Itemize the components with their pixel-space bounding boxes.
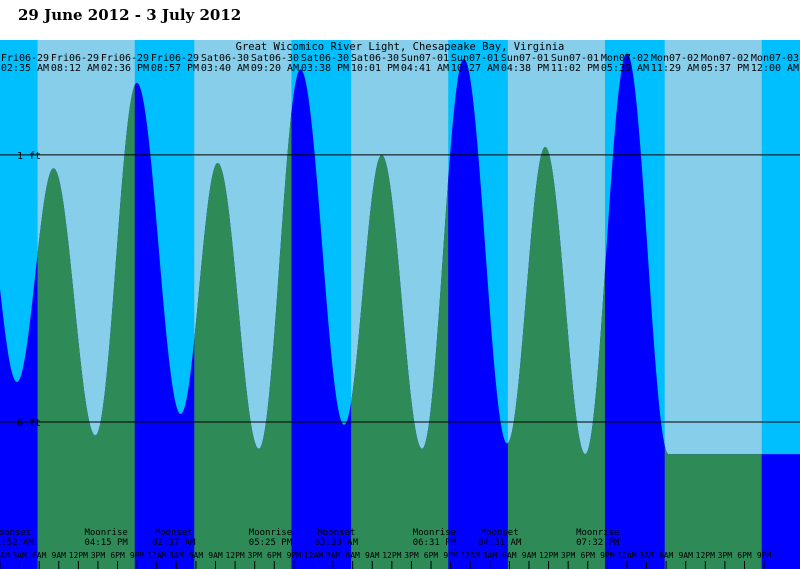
hour-tick-label: 3AM xyxy=(169,551,184,560)
hour-tick-label: 6AM xyxy=(659,551,674,560)
hour-tick-label: 12AM xyxy=(304,551,323,560)
moon-event-type: Moonrise xyxy=(413,528,456,538)
tide-time-label: 11:29 AM xyxy=(651,63,699,74)
tide-time-label: 12:00 AM xyxy=(751,63,799,74)
moon-event-type: Moonset xyxy=(155,528,193,538)
tide-date-label: Sat06-30 xyxy=(351,53,399,64)
tide-time-label: 11:02 PM xyxy=(551,63,599,74)
hour-tick-label: 6PM xyxy=(267,551,282,560)
hour-tick-label: 3PM xyxy=(561,551,576,560)
hour-tick-label: 9PM xyxy=(600,551,615,560)
hour-tick-label: 6AM xyxy=(345,551,360,560)
hour-tick-label: 3AM xyxy=(326,551,341,560)
moon-event-time: 04:15 PM xyxy=(84,538,128,548)
tide-time-label: 05:37 PM xyxy=(701,63,749,74)
hour-tick-label: 12PM xyxy=(696,551,715,560)
tide-date-label: Sat06-30 xyxy=(201,53,249,64)
hour-tick-label: 3AM xyxy=(483,551,498,560)
moon-event-type: Moonset xyxy=(481,528,519,538)
moon-event-type: Moonset xyxy=(0,528,31,538)
tide-time-label: 10:01 PM xyxy=(351,63,399,74)
reference-label: 1 ft xyxy=(17,151,41,162)
reference-lines: 1 ft 0 ft xyxy=(0,151,800,429)
tide-time-label: 10:27 AM xyxy=(451,63,499,74)
tide-time-label: 02:36 PM xyxy=(101,63,149,74)
hour-tick-label: 3PM xyxy=(91,551,106,560)
tide-date-label: Fri06-29 xyxy=(51,53,99,64)
moon-event-time: 01:52 AM xyxy=(0,538,34,548)
tide-date-label: Sun07-01 xyxy=(551,53,599,64)
moon-event-time: 03:30 AM xyxy=(315,538,359,548)
tide-time-label: 05:39 AM xyxy=(601,63,649,74)
hour-tick-label: 9PM xyxy=(130,551,145,560)
moon-event-time: 06:31 PM xyxy=(413,538,457,548)
hour-tick-label: 12AM xyxy=(461,551,480,560)
hour-tick-label: 9AM xyxy=(365,551,380,560)
tide-time-label: 08:12 AM xyxy=(51,63,99,74)
hour-tick-label: 3PM xyxy=(718,551,733,560)
hour-tick-label: 12AM xyxy=(147,551,166,560)
hour-tick-label: 12PM xyxy=(69,551,88,560)
tide-date-label: Fri06-29 xyxy=(1,53,49,64)
tide-date-label: Sun07-01 xyxy=(501,53,549,64)
tide-time-label: 03:40 AM xyxy=(201,63,249,74)
tide-date-label: Mon07-03 xyxy=(751,53,799,64)
tide-date-label: Mon07-02 xyxy=(601,53,649,64)
hour-tick-label: 9AM xyxy=(208,551,223,560)
tide-date-label: Mon07-02 xyxy=(701,53,749,64)
hour-tick-label: 12PM xyxy=(539,551,558,560)
moon-event-time: 07:32 PM xyxy=(576,538,620,548)
hour-tick-label: 6AM xyxy=(32,551,47,560)
reference-label: 0 ft xyxy=(17,418,41,429)
tide-time-label: 03:38 PM xyxy=(301,63,349,74)
hour-tick-label: 12AM xyxy=(617,551,636,560)
moon-event-time: 04:31 AM xyxy=(478,538,522,548)
tide-time-label: 04:41 AM xyxy=(401,63,449,74)
hour-tick-label: 9PM xyxy=(757,551,772,560)
hour-tick-label: 12PM xyxy=(382,551,401,560)
tide-date-label: Sat06-30 xyxy=(251,53,299,64)
tide-time-label: 04:38 PM xyxy=(501,63,549,74)
tide-date-label: Fri06-29 xyxy=(101,53,149,64)
hour-tick-label: 3AM xyxy=(12,551,27,560)
hour-tick-label: 9AM xyxy=(522,551,537,560)
tide-time-label: 09:20 AM xyxy=(251,63,299,74)
hour-tick-label: 6PM xyxy=(424,551,439,560)
moon-event-type: Moonrise xyxy=(576,528,619,538)
hour-tick-label: 9PM xyxy=(287,551,302,560)
chart-title: Great Wicomico River Light, Chesapeake B… xyxy=(236,41,565,53)
hour-tick-label: 9AM xyxy=(52,551,67,560)
page-title: 29 June 2012 - 3 July 2012 xyxy=(18,6,242,24)
tide-date-label: Sat06-30 xyxy=(301,53,349,64)
tide-date-label: Mon07-02 xyxy=(651,53,699,64)
moon-event-type: Moonrise xyxy=(249,528,292,538)
tide-date-label: Sun07-01 xyxy=(401,53,449,64)
hour-tick-label: 3PM xyxy=(404,551,419,560)
moon-event-type: Moonrise xyxy=(84,528,127,538)
hour-tick-label: 9AM xyxy=(678,551,693,560)
hour-tick-label: 6AM xyxy=(502,551,517,560)
tide-date-label: Sun07-01 xyxy=(451,53,499,64)
hour-tick-label: 6PM xyxy=(110,551,125,560)
tide-time-label: 02:35 AM xyxy=(1,63,49,74)
moon-event-type: Moonset xyxy=(317,528,355,538)
hour-tick-label: 6AM xyxy=(189,551,204,560)
hour-tick-label: 6PM xyxy=(581,551,596,560)
moon-event-time: 02:37 AM xyxy=(152,538,196,548)
hour-tick-label: 3AM xyxy=(639,551,654,560)
hour-tick-label: 9PM xyxy=(443,551,458,560)
hour-tick-label: 6PM xyxy=(737,551,752,560)
moon-event-time: 05:25 PM xyxy=(249,538,293,548)
hour-tick-label: 12AM xyxy=(0,551,10,560)
tide-time-label: 08:57 PM xyxy=(151,63,199,74)
bottom-ticks: 12AM3AM6AM9AM12PM3PM6PM9PM12AM3AM6AM9AM1… xyxy=(0,551,771,569)
hour-tick-label: 12PM xyxy=(225,551,244,560)
hour-tick-label: 3PM xyxy=(247,551,262,560)
tide-date-label: Fri06-29 xyxy=(151,53,199,64)
